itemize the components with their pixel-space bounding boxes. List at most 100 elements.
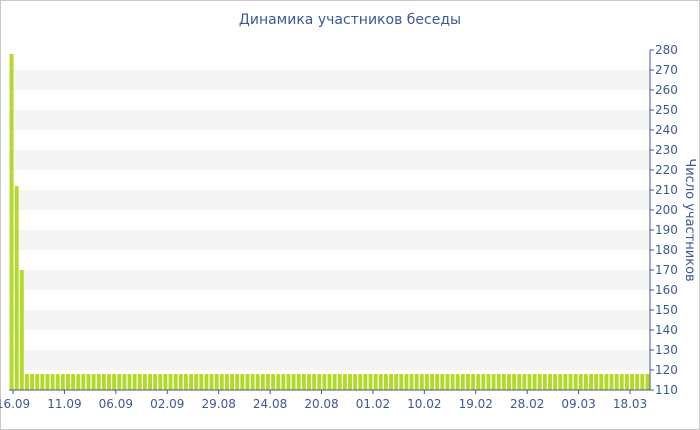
bar [430,374,435,390]
grid-band [9,270,650,290]
bar [568,374,573,390]
bar [563,374,568,390]
y-tick-label: 130 [655,343,678,357]
bar [132,374,137,390]
bar [71,374,76,390]
bar [317,374,322,390]
x-tick-label: 10.02 [407,397,441,411]
bar [383,374,388,390]
bar [24,374,29,390]
bar [194,374,199,390]
bar [322,374,327,390]
bar [40,374,45,390]
bar [353,374,358,390]
bar [501,374,506,390]
bar [266,374,270,390]
bar [358,374,363,390]
bar [507,374,511,390]
bar [183,374,188,390]
bar [286,374,291,390]
grid-bands [9,70,650,370]
y-tick-label: 140 [655,323,678,337]
bar [342,374,347,390]
bar [486,374,491,390]
bar [424,374,429,390]
bar [168,374,173,390]
bar [235,374,240,390]
y-tick-label: 200 [655,203,678,217]
bar [255,374,260,390]
bar [137,374,142,390]
bar [517,374,522,390]
bar [327,374,332,390]
x-tick-label: 11.09 [47,397,81,411]
y-tick-label: 250 [655,103,678,117]
bar [532,374,537,390]
bar [445,374,450,390]
x-tick-label: 28.02 [510,397,544,411]
bar [209,374,214,390]
grid-band [9,150,650,170]
bar [250,374,255,390]
bar [435,374,440,390]
bar [50,374,55,390]
bar [276,374,281,390]
bar [640,374,645,390]
bar [471,374,476,390]
bar [332,374,337,390]
bar [542,374,547,390]
bar [578,374,583,390]
x-tick-label: 06.09 [99,397,133,411]
bar [163,374,168,390]
bar [245,374,250,390]
bar [527,374,532,390]
bar [148,374,152,390]
grid-band [9,70,650,90]
bar [619,374,624,390]
bar [76,374,81,390]
bar [465,374,470,390]
bar [291,374,296,390]
grid-band [9,350,650,370]
x-tick-label: 24.08 [253,397,287,411]
bar [624,374,629,390]
bar [86,374,91,390]
bar [450,374,455,390]
y-tick-label: 220 [655,163,678,177]
bar [491,374,496,390]
bar [219,374,224,390]
bar [301,374,306,390]
bar [496,374,501,390]
y-tick-label: 230 [655,143,678,157]
bar [260,374,265,390]
bar [394,374,399,390]
y-tick-label: 280 [655,43,678,57]
bar [630,374,635,390]
bar [419,374,424,390]
bar [537,374,542,390]
y-tick-label: 270 [655,63,678,77]
bar [230,374,235,390]
bar [224,374,229,390]
bar [512,374,517,390]
bar [35,374,40,390]
bar [81,374,86,390]
x-tick-label: 16.09 [0,397,30,411]
y-axis-title: Число участников [682,158,697,281]
bar [476,374,481,390]
x-tick-label: 09.03 [561,397,595,411]
grid-band [9,110,650,130]
bar [635,374,640,390]
y-tick-label: 260 [655,83,678,97]
bar [589,374,593,390]
bar [312,374,317,390]
bar [599,374,604,390]
bar [66,374,70,390]
y-axis-ticks: 110 120 130 140 150 160 170 180 190 200 210 220 230 2… [650,43,678,397]
y-tick-label: 120 [655,363,678,377]
bar [173,374,178,390]
y-tick-label: 240 [655,123,678,137]
bar [609,374,614,390]
bar [214,374,219,390]
